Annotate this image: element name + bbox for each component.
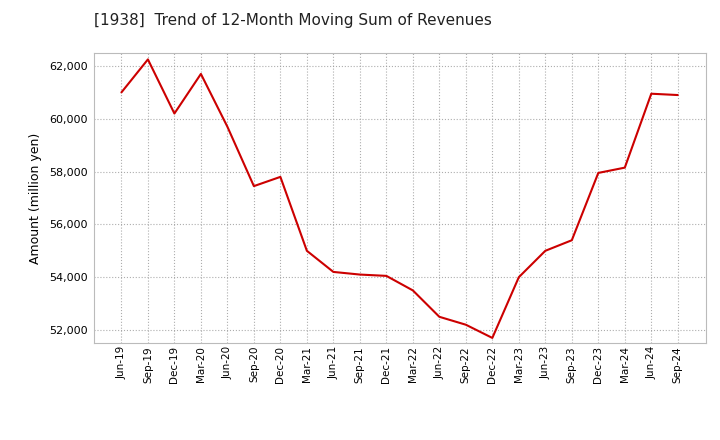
Text: [1938]  Trend of 12-Month Moving Sum of Revenues: [1938] Trend of 12-Month Moving Sum of R… xyxy=(94,13,492,28)
Y-axis label: Amount (million yen): Amount (million yen) xyxy=(30,132,42,264)
